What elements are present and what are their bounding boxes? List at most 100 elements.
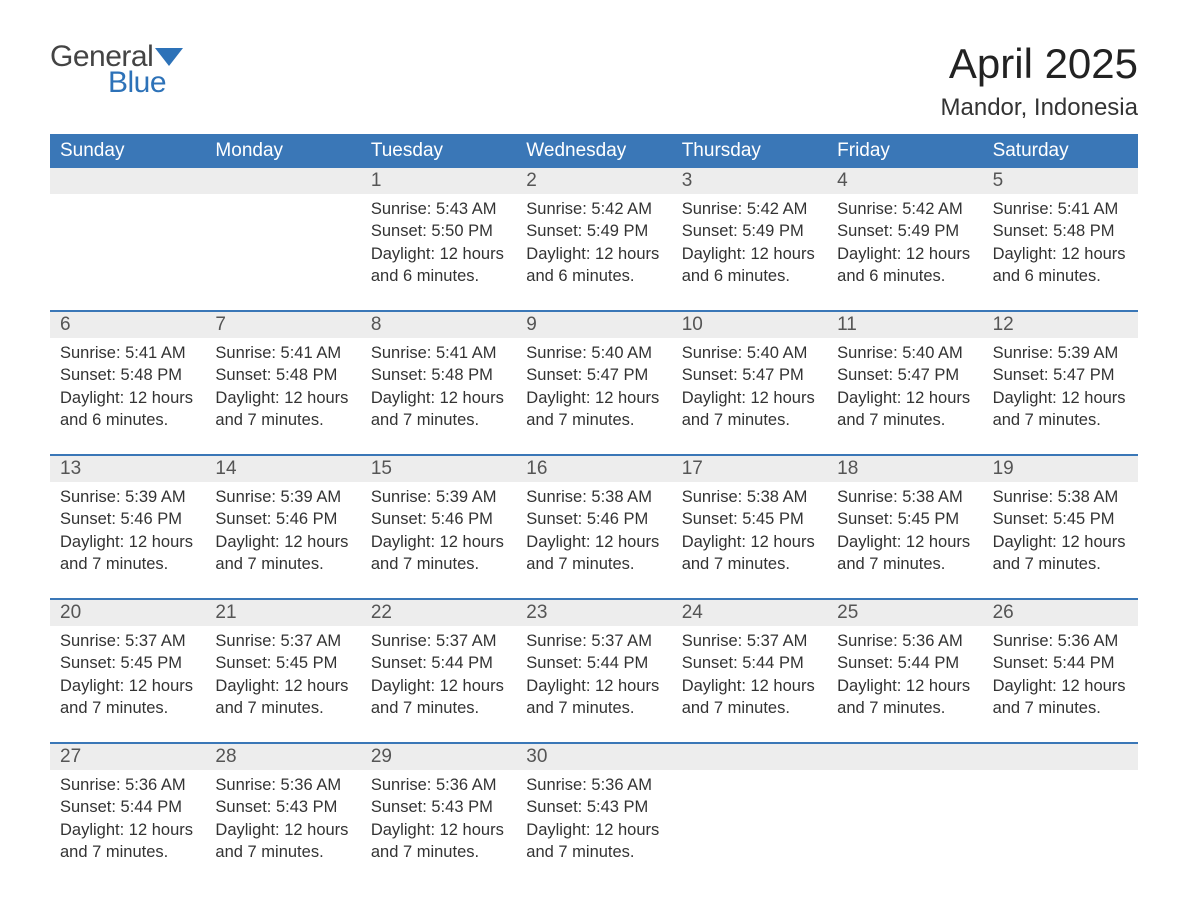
sunrise-line: Sunrise: 5:36 AM [526,774,661,796]
daynum-row: 6789101112 [50,312,1138,338]
day-cell: Sunrise: 5:41 AMSunset: 5:48 PMDaylight:… [50,338,205,438]
sunrise-line: Sunrise: 5:38 AM [526,486,661,508]
sunrise-line: Sunrise: 5:37 AM [371,630,506,652]
sunset-line: Sunset: 5:44 PM [993,652,1128,674]
day-number: 8 [361,312,516,338]
day-cell: Sunrise: 5:37 AMSunset: 5:45 PMDaylight:… [205,626,360,726]
sunrise-line: Sunrise: 5:37 AM [60,630,195,652]
sunrise-line: Sunrise: 5:38 AM [993,486,1128,508]
daylight-line: Daylight: 12 hours and 7 minutes. [371,387,506,432]
daylight-line: Daylight: 12 hours and 7 minutes. [993,387,1128,432]
calendar-week: 6789101112Sunrise: 5:41 AMSunset: 5:48 P… [50,310,1138,438]
weekday-header: Tuesday [361,134,516,168]
daylight-line: Daylight: 12 hours and 7 minutes. [682,675,817,720]
daylight-line: Daylight: 12 hours and 7 minutes. [60,531,195,576]
sunset-line: Sunset: 5:49 PM [526,220,661,242]
sunset-line: Sunset: 5:46 PM [526,508,661,530]
day-number: 30 [516,744,671,770]
day-cell: Sunrise: 5:40 AMSunset: 5:47 PMDaylight:… [672,338,827,438]
daynum-row: 20212223242526 [50,600,1138,626]
sunset-line: Sunset: 5:47 PM [526,364,661,386]
daylight-line: Daylight: 12 hours and 7 minutes. [682,387,817,432]
day-cell: Sunrise: 5:41 AMSunset: 5:48 PMDaylight:… [205,338,360,438]
daylight-line: Daylight: 12 hours and 7 minutes. [215,531,350,576]
day-number [672,744,827,770]
daylight-line: Daylight: 12 hours and 7 minutes. [215,819,350,864]
sunset-line: Sunset: 5:49 PM [837,220,972,242]
day-number: 17 [672,456,827,482]
daylight-line: Daylight: 12 hours and 7 minutes. [60,819,195,864]
day-number: 15 [361,456,516,482]
sunset-line: Sunset: 5:45 PM [215,652,350,674]
location: Mandor, Indonesia [941,94,1138,122]
logo: General Blue [50,40,183,100]
daylight-line: Daylight: 12 hours and 7 minutes. [60,675,195,720]
day-cell: Sunrise: 5:41 AMSunset: 5:48 PMDaylight:… [361,338,516,438]
sunrise-line: Sunrise: 5:37 AM [215,630,350,652]
day-number: 21 [205,600,360,626]
day-cell: Sunrise: 5:36 AMSunset: 5:44 PMDaylight:… [983,626,1138,726]
header: General Blue April 2025 Mandor, Indonesi… [50,40,1138,122]
day-number: 3 [672,168,827,194]
calendar-week: 12345Sunrise: 5:43 AMSunset: 5:50 PMDayl… [50,168,1138,294]
sunrise-line: Sunrise: 5:39 AM [215,486,350,508]
sunset-line: Sunset: 5:46 PM [60,508,195,530]
day-cell: Sunrise: 5:37 AMSunset: 5:44 PMDaylight:… [672,626,827,726]
month-title: April 2025 [941,40,1138,88]
sunset-line: Sunset: 5:49 PM [682,220,817,242]
day-cell: Sunrise: 5:42 AMSunset: 5:49 PMDaylight:… [827,194,982,294]
daylight-line: Daylight: 12 hours and 7 minutes. [526,531,661,576]
daylight-line: Daylight: 12 hours and 7 minutes. [993,675,1128,720]
day-number: 16 [516,456,671,482]
day-number: 23 [516,600,671,626]
sunset-line: Sunset: 5:47 PM [837,364,972,386]
sunrise-line: Sunrise: 5:36 AM [60,774,195,796]
day-cell [672,770,827,870]
day-cell: Sunrise: 5:40 AMSunset: 5:47 PMDaylight:… [827,338,982,438]
day-number: 25 [827,600,982,626]
sunset-line: Sunset: 5:48 PM [215,364,350,386]
sunset-line: Sunset: 5:45 PM [682,508,817,530]
daylight-line: Daylight: 12 hours and 6 minutes. [371,243,506,288]
day-cell: Sunrise: 5:41 AMSunset: 5:48 PMDaylight:… [983,194,1138,294]
daylight-line: Daylight: 12 hours and 7 minutes. [371,531,506,576]
daylight-line: Daylight: 12 hours and 7 minutes. [371,819,506,864]
day-number [50,168,205,194]
day-cell: Sunrise: 5:42 AMSunset: 5:49 PMDaylight:… [672,194,827,294]
sunrise-line: Sunrise: 5:40 AM [682,342,817,364]
sunrise-line: Sunrise: 5:40 AM [526,342,661,364]
day-number: 29 [361,744,516,770]
sunset-line: Sunset: 5:48 PM [371,364,506,386]
day-cell: Sunrise: 5:39 AMSunset: 5:46 PMDaylight:… [50,482,205,582]
daylight-line: Daylight: 12 hours and 7 minutes. [215,675,350,720]
day-cell [827,770,982,870]
sunset-line: Sunset: 5:45 PM [837,508,972,530]
day-number: 7 [205,312,360,338]
sunrise-line: Sunrise: 5:36 AM [371,774,506,796]
calendar-week: 13141516171819Sunrise: 5:39 AMSunset: 5:… [50,454,1138,582]
weekday-header: Saturday [983,134,1138,168]
sunrise-line: Sunrise: 5:39 AM [371,486,506,508]
day-number: 14 [205,456,360,482]
day-number [205,168,360,194]
day-number: 11 [827,312,982,338]
daylight-line: Daylight: 12 hours and 7 minutes. [371,675,506,720]
calendar: SundayMondayTuesdayWednesdayThursdayFrid… [50,134,1138,870]
day-number: 12 [983,312,1138,338]
day-cell: Sunrise: 5:36 AMSunset: 5:44 PMDaylight:… [50,770,205,870]
sunset-line: Sunset: 5:44 PM [371,652,506,674]
calendar-week: 27282930Sunrise: 5:36 AMSunset: 5:44 PMD… [50,742,1138,870]
day-cell: Sunrise: 5:37 AMSunset: 5:44 PMDaylight:… [361,626,516,726]
day-cell: Sunrise: 5:43 AMSunset: 5:50 PMDaylight:… [361,194,516,294]
daylight-line: Daylight: 12 hours and 7 minutes. [837,387,972,432]
sunrise-line: Sunrise: 5:41 AM [371,342,506,364]
day-number: 1 [361,168,516,194]
sunrise-line: Sunrise: 5:37 AM [526,630,661,652]
daylight-line: Daylight: 12 hours and 6 minutes. [526,243,661,288]
sunset-line: Sunset: 5:44 PM [837,652,972,674]
sunset-line: Sunset: 5:45 PM [993,508,1128,530]
day-cell: Sunrise: 5:38 AMSunset: 5:45 PMDaylight:… [672,482,827,582]
day-number: 27 [50,744,205,770]
day-number: 19 [983,456,1138,482]
sunset-line: Sunset: 5:48 PM [993,220,1128,242]
